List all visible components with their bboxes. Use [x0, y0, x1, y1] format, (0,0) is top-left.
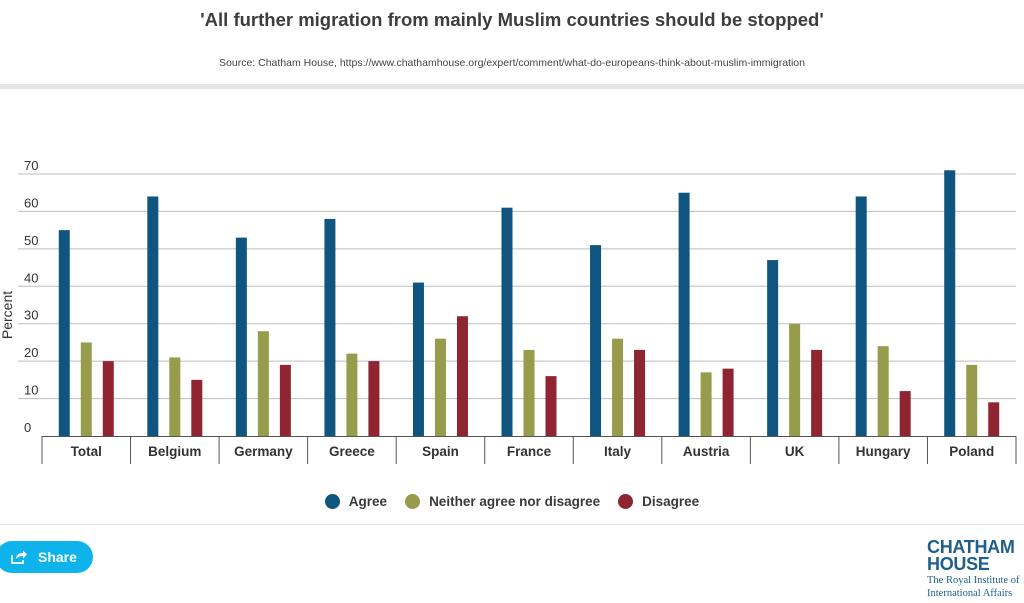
bar-disagree-belgium	[191, 379, 203, 436]
x-tick-label-poland: Poland	[949, 444, 994, 459]
bar-disagree-austria	[722, 368, 734, 436]
y-tick-label-70: 70	[24, 158, 38, 173]
bar-neither-agree-nor-disagree-spain	[434, 338, 446, 436]
y-tick-label-30: 30	[24, 308, 38, 323]
share-button[interactable]: Share	[0, 541, 93, 573]
bar-neither-agree-nor-disagree-greece	[346, 353, 358, 436]
y-tick-label-50: 50	[24, 233, 38, 248]
logo-line-2: HOUSE	[927, 554, 990, 574]
bar-disagree-uk	[811, 349, 823, 436]
legend-swatch-agree	[324, 494, 340, 509]
bar-agree-uk	[767, 260, 779, 436]
legend-label-agree: Agree	[348, 494, 388, 509]
legend-item-neither[interactable]: Neither agree nor disagree	[405, 494, 600, 509]
bar-agree-poland	[944, 170, 956, 436]
bar-disagree-germany	[279, 364, 291, 436]
bar-agree-greece	[324, 218, 336, 436]
x-tick-label-italy: Italy	[604, 444, 632, 459]
x-tick-label-austria: Austria	[683, 444, 730, 459]
logo-subtitle-1: The Royal Institute of	[927, 575, 1020, 586]
chart-area: 0 10 20 30 40 50 60 70 Percent Total Belgium German…	[0, 140, 1024, 480]
share-icon	[10, 549, 28, 565]
bar-disagree-total	[102, 361, 114, 436]
legend: Agree Neither agree nor disagree Disagre…	[0, 494, 1024, 509]
legend-item-disagree[interactable]: Disagree	[618, 494, 699, 509]
bar-agree-italy	[590, 245, 602, 436]
bar-agree-total	[58, 230, 70, 436]
bar-neither-agree-nor-disagree-italy	[612, 338, 624, 436]
bar-disagree-poland	[988, 402, 1000, 436]
bar-neither-agree-nor-disagree-germany	[257, 331, 269, 436]
bar-disagree-spain	[456, 316, 468, 436]
bar-disagree-greece	[368, 361, 380, 436]
y-tick-label-10: 10	[24, 383, 38, 398]
x-tick-label-greece: Greece	[329, 444, 375, 459]
bar-agree-france	[501, 207, 513, 436]
share-label: Share	[38, 549, 77, 565]
legend-label-neither: Neither agree nor disagree	[429, 494, 601, 509]
legend-label-disagree: Disagree	[642, 494, 700, 509]
y-tick-label-0: 0	[24, 420, 31, 435]
bar-agree-belgium	[147, 196, 159, 436]
bar-neither-agree-nor-disagree-austria	[700, 372, 712, 436]
y-tick-label-20: 20	[24, 345, 38, 360]
legend-swatch-disagree	[618, 494, 634, 509]
x-tick-label-belgium: Belgium	[148, 444, 201, 459]
bar-neither-agree-nor-disagree-poland	[966, 364, 978, 436]
chart-title: 'All further migration from mainly Musli…	[200, 9, 824, 30]
y-tick-label-40: 40	[24, 270, 38, 285]
y-axis-label: Percent	[0, 291, 15, 339]
x-tick-label-germany: Germany	[234, 444, 293, 459]
chatham-house-logo[interactable]: CHATHAM HOUSE The Royal Institute of Int…	[927, 537, 1024, 599]
bar-agree-austria	[678, 192, 690, 436]
x-tick-label-uk: UK	[785, 444, 805, 459]
bar-disagree-italy	[634, 349, 646, 436]
bar-neither-agree-nor-disagree-belgium	[169, 357, 181, 436]
bar-agree-germany	[235, 237, 247, 436]
x-tick-label-total: Total	[71, 444, 102, 459]
bar-neither-agree-nor-disagree-hungary	[877, 346, 889, 436]
x-tick-label-hungary: Hungary	[856, 444, 911, 459]
bar-agree-hungary	[855, 196, 867, 436]
y-tick-label-60: 60	[24, 195, 38, 210]
x-tick-label-france: France	[507, 444, 552, 459]
bar-disagree-france	[545, 376, 557, 436]
x-tick-label-spain: Spain	[422, 444, 459, 459]
chart-source: Source: Chatham House, https://www.chath…	[219, 57, 805, 69]
bar-chart: 0 10 20 30 40 50 60 70 Percent Total Belgium German…	[0, 158, 1017, 464]
bar-neither-agree-nor-disagree-france	[523, 349, 535, 436]
logo-subtitle-2: International Affairs	[927, 588, 1013, 599]
bar-disagree-hungary	[899, 391, 911, 436]
bar-neither-agree-nor-disagree-total	[80, 342, 92, 436]
footer-divider	[0, 524, 1024, 525]
header-divider	[0, 84, 1024, 89]
legend-item-agree[interactable]: Agree	[324, 494, 388, 509]
logo-line-1: CHATHAM	[927, 537, 1015, 557]
legend-swatch-neither	[405, 494, 421, 509]
bar-neither-agree-nor-disagree-uk	[789, 323, 801, 436]
bar-agree-spain	[412, 282, 424, 436]
